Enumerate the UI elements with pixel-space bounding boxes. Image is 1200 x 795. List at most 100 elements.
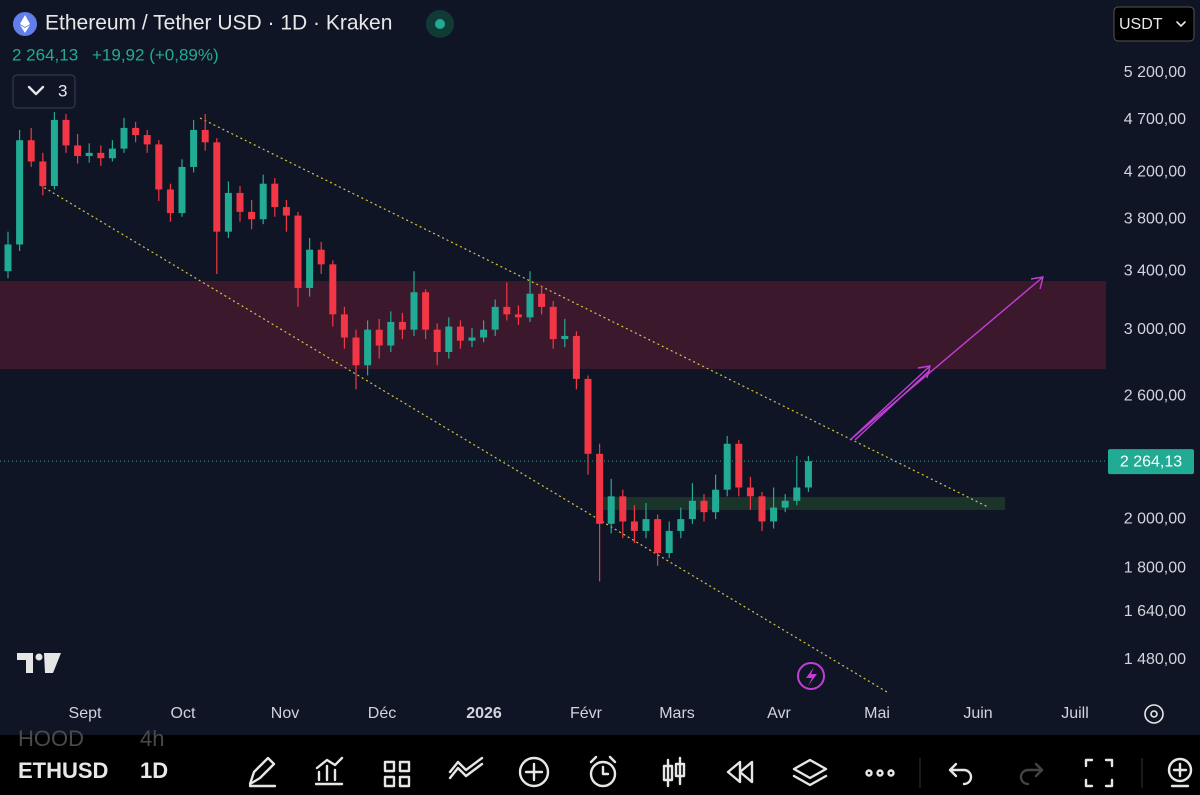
currency-label: USDT — [1119, 16, 1163, 33]
last-price-box — [1108, 449, 1194, 475]
replay[interactable] — [662, 756, 686, 788]
candle-body — [155, 144, 163, 190]
indicators-toggle[interactable] — [12, 74, 76, 109]
currency-select[interactable] — [1113, 6, 1195, 42]
candle-body — [271, 183, 279, 208]
candle-body — [259, 183, 267, 220]
rewind[interactable] — [726, 760, 754, 784]
candle-body — [433, 329, 441, 352]
more[interactable] — [865, 769, 895, 777]
candle-body — [723, 443, 731, 490]
candle-body — [607, 496, 615, 524]
draw-tool[interactable] — [248, 756, 277, 788]
chart-type[interactable] — [314, 756, 344, 786]
undo[interactable] — [948, 762, 973, 786]
candle-body — [561, 335, 569, 340]
chevron — [27, 85, 45, 96]
candle-body — [665, 530, 673, 554]
add[interactable] — [518, 756, 550, 788]
alarm[interactable] — [589, 760, 617, 788]
candle-body — [306, 249, 314, 288]
projection-arrows — [849, 276, 1044, 441]
candle-body — [572, 335, 580, 379]
x-tick-label: Mars — [659, 705, 695, 722]
settings[interactable] — [1144, 704, 1164, 724]
y-tick-label: 1 640,00 — [1124, 603, 1186, 620]
y-tick-label: 2 600,00 — [1124, 388, 1186, 405]
candle-body — [468, 337, 476, 341]
candle-body — [62, 119, 70, 146]
x-tick-label: Sept — [69, 705, 102, 722]
candle-body — [236, 192, 244, 212]
candle-body — [688, 500, 696, 520]
candle-body — [364, 329, 372, 366]
fullscreen[interactable] — [1084, 758, 1114, 788]
candle-body — [375, 329, 383, 346]
candle-body — [4, 244, 12, 272]
candle-body — [538, 293, 546, 307]
layers[interactable] — [792, 758, 828, 787]
candle-body — [804, 461, 812, 488]
x-tick-label: Juin — [963, 705, 992, 722]
candle-body — [491, 306, 499, 330]
candle-body — [120, 127, 128, 149]
x-tick-label: Juill — [1061, 705, 1089, 722]
candle-body — [410, 292, 418, 330]
tv-logo — [17, 653, 61, 673]
candle-body — [781, 500, 789, 508]
y-tick-label: 3 000,00 — [1124, 321, 1186, 338]
candle-body — [213, 142, 221, 232]
candle-body — [248, 211, 256, 220]
candle-body — [16, 140, 24, 245]
candle-body — [178, 166, 186, 214]
y-tick-label: 3 800,00 — [1124, 210, 1186, 227]
candle-body — [746, 487, 754, 497]
last-price-label: 2 264,13 — [1120, 453, 1182, 470]
trendline-upper — [199, 117, 989, 508]
candle-body — [619, 496, 627, 522]
y-tick-label: 4 200,00 — [1124, 164, 1186, 181]
plot — [0, 112, 1108, 693]
candle-body — [642, 519, 650, 531]
market-status-dot — [435, 19, 445, 29]
candle-body — [526, 293, 534, 318]
header-price: 2 264,13 — [12, 45, 78, 64]
previous-symbol: HOOD — [18, 726, 84, 751]
candle-body — [132, 127, 140, 136]
candle-body — [108, 148, 116, 159]
redo[interactable] — [1019, 762, 1044, 786]
layouts[interactable] — [383, 760, 411, 788]
candle-body — [480, 329, 488, 338]
candle-body — [445, 326, 453, 352]
candle-body — [456, 326, 464, 341]
indicator-count: 3 — [58, 81, 67, 100]
new[interactable] — [1167, 757, 1193, 783]
x-tick-label: Févr — [570, 705, 603, 722]
toolbar: HOOD 4h ETHUSD 1D — [18, 726, 1193, 788]
eth-glyph — [20, 15, 30, 33]
interval[interactable]: 1D — [140, 758, 168, 783]
y-tick-label: 5 200,00 — [1124, 64, 1186, 81]
y-tick-label: 2 000,00 — [1124, 510, 1186, 527]
header: Ethereum / Tether USD · 1D · Kraken 2 26… — [12, 6, 1195, 109]
candle-body — [793, 487, 801, 501]
y-tick-label: 4 700,00 — [1124, 111, 1186, 128]
candle-body — [584, 378, 592, 454]
currency-chevron — [1176, 21, 1186, 27]
previous-interval: 4h — [140, 726, 164, 751]
candle-body — [352, 337, 360, 366]
support-zone — [600, 497, 1005, 510]
candle-body — [74, 145, 82, 157]
indicators[interactable] — [448, 756, 484, 780]
candle-body — [166, 189, 174, 214]
candle-body — [27, 140, 35, 162]
alert-icon[interactable] — [797, 662, 825, 690]
candle-body — [422, 292, 430, 330]
candle-body — [654, 519, 662, 554]
symbol[interactable]: ETHUSD — [18, 758, 108, 783]
candle-body — [387, 321, 395, 346]
candle-body — [329, 264, 337, 315]
candle-body — [294, 215, 302, 288]
